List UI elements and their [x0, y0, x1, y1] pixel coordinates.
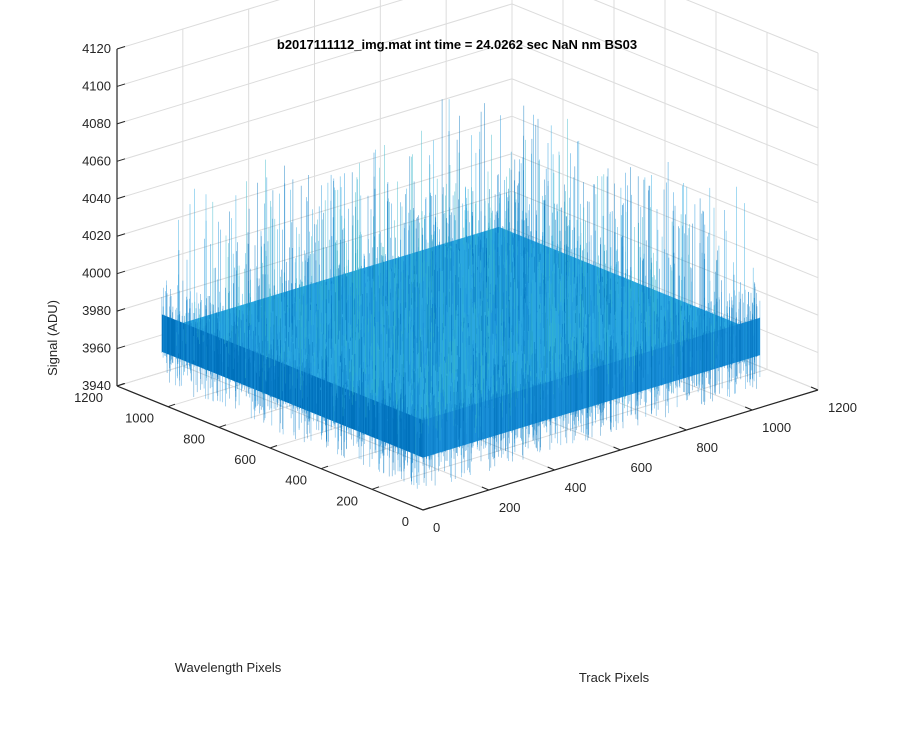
gridline-z [116, 78, 819, 204]
gridline-z [116, 115, 819, 241]
z-tick-mark [116, 120, 126, 125]
z-tick-mark [116, 270, 126, 275]
gridline-z [116, 0, 819, 54]
z-tick-mark [116, 233, 126, 237]
chart-title: b2017111112_img.mat int time = 24.0262 s… [277, 37, 637, 52]
x-axis-label: Track Pixels [579, 670, 650, 685]
surface-noise [161, 99, 761, 489]
z-tick-label: 4120 [82, 41, 111, 56]
y-tick-label: 0 [402, 514, 409, 529]
x-tick-mark [810, 386, 819, 391]
z-axis-label: Signal (ADU) [45, 300, 60, 376]
z-tick-label: 3980 [82, 303, 111, 318]
y-tick-mark [167, 403, 176, 408]
gridline-z [116, 153, 819, 279]
z-tick-label: 4000 [82, 266, 111, 281]
x-tick-label: 600 [631, 460, 653, 475]
x-tick-mark [481, 486, 490, 491]
z-tick-mark [116, 83, 126, 87]
tick-labels: 3940396039804000402040404060408041004120… [74, 41, 857, 535]
x-tick-mark [744, 406, 753, 411]
z-tick-mark [116, 345, 126, 350]
z-tick-label: 3940 [82, 378, 111, 393]
gridline-y-floor [371, 368, 768, 490]
gridline-z [116, 40, 819, 166]
surface-plot [161, 99, 761, 489]
z-tick-label: 4040 [82, 191, 111, 206]
y-tick-label: 200 [336, 493, 358, 508]
z-tick-mark [116, 46, 126, 50]
y-tick-mark [116, 383, 125, 387]
x-tick-label: 1000 [762, 420, 791, 435]
z-tick-label: 4020 [82, 228, 111, 243]
z-tick-label: 4060 [82, 153, 111, 168]
x-tick-mark [679, 426, 687, 431]
y-tick-mark [218, 424, 227, 428]
x-tick-mark [613, 446, 621, 451]
gridline-z [116, 0, 819, 91]
y-tick-mark [320, 465, 329, 470]
x-tick-mark [547, 466, 555, 471]
z-tick-label: 3960 [82, 341, 111, 356]
y-tick-label: 1200 [74, 390, 103, 405]
x-tick-label: 400 [565, 480, 587, 495]
x-tick-label: 800 [696, 440, 718, 455]
y-tick-mark [371, 486, 380, 490]
x-tick-label: 1200 [828, 400, 857, 415]
z-tick-mark [116, 158, 126, 162]
y-tick-label: 400 [285, 473, 307, 488]
x-tick-label: 0 [433, 520, 440, 535]
y-tick-label: 1000 [125, 411, 154, 426]
x-tick-label: 200 [499, 500, 521, 515]
x-tick-mark [415, 506, 424, 511]
y-tick-label: 800 [183, 431, 205, 446]
z-tick-mark [116, 308, 126, 312]
z-tick-label: 4080 [82, 116, 111, 131]
z-tick-label: 4100 [82, 78, 111, 93]
y-tick-label: 600 [234, 452, 256, 467]
y-tick-mark [422, 507, 431, 511]
z-tick-mark [116, 195, 126, 200]
y-axis-label: Wavelength Pixels [175, 660, 282, 675]
gridline-z [116, 3, 819, 129]
y-tick-mark [269, 445, 278, 449]
